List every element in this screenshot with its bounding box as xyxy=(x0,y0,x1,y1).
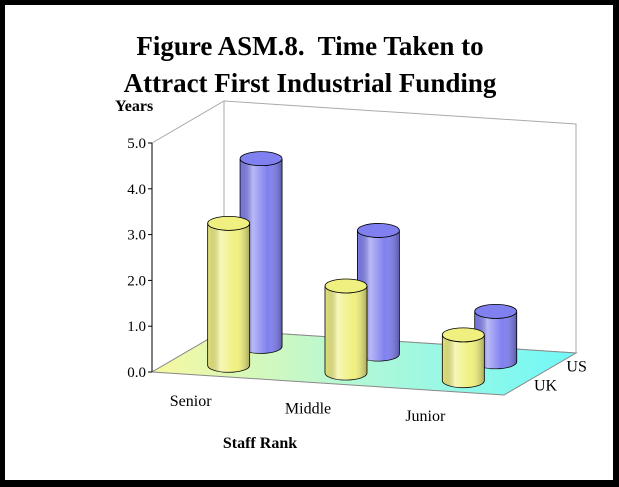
x-tick-label: Junior xyxy=(405,408,446,425)
bar-shading xyxy=(357,230,400,362)
bar-top xyxy=(239,151,283,167)
y-tick-label: 3.0 xyxy=(127,228,146,244)
y-tick-label: 4.0 xyxy=(127,182,146,198)
bar-shading xyxy=(207,223,250,373)
bar-top xyxy=(474,303,518,319)
x-tick-label: Middle xyxy=(285,401,331,418)
bar-top xyxy=(324,278,368,294)
chart-title: Attract First Industrial Funding xyxy=(124,68,497,98)
bar-top xyxy=(356,223,400,238)
bar-shading xyxy=(442,334,485,388)
y-tick-label: 0.0 xyxy=(127,365,146,381)
legend-label: UK xyxy=(534,378,558,395)
x-tick-label: Senior xyxy=(170,393,212,410)
bar-shading xyxy=(240,158,283,354)
chart-title: Figure ASM.8. Time Taken to xyxy=(136,31,483,61)
plot: 0.0 1.0 2.0 3.0 4.0 5.0 Senior Middle Junior UK US xyxy=(127,100,587,425)
legend-label: US xyxy=(566,359,586,376)
bar-shading xyxy=(325,285,367,380)
x-axis-label: Staff Rank xyxy=(223,435,297,452)
y-axis-label: Years xyxy=(115,98,153,115)
y-tick-label: 2.0 xyxy=(127,273,146,289)
bar-shading xyxy=(474,311,517,369)
bar-top xyxy=(441,327,485,343)
bar-top xyxy=(207,215,251,231)
y-tick-label: 5.0 xyxy=(127,136,146,152)
y-tick-label: 1.0 xyxy=(127,319,146,335)
